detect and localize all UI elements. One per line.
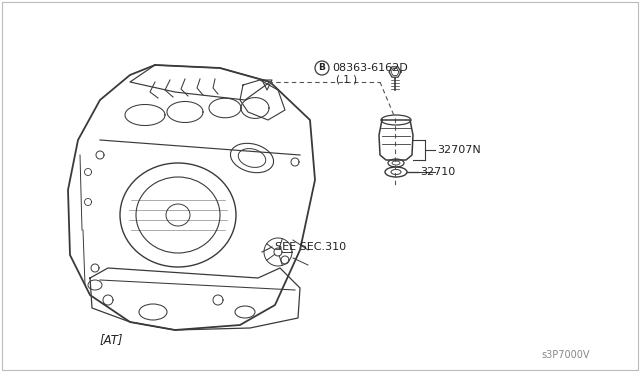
Text: B: B — [319, 64, 325, 73]
Text: SEE SEC.310: SEE SEC.310 — [275, 242, 346, 252]
Text: [AT]: [AT] — [100, 334, 124, 346]
Text: 32710: 32710 — [420, 167, 455, 177]
Text: s3P7000V: s3P7000V — [541, 350, 590, 360]
Text: 32707N: 32707N — [437, 145, 481, 155]
Text: ( 1 ): ( 1 ) — [336, 74, 357, 84]
Text: 08363-6162D: 08363-6162D — [332, 63, 408, 73]
